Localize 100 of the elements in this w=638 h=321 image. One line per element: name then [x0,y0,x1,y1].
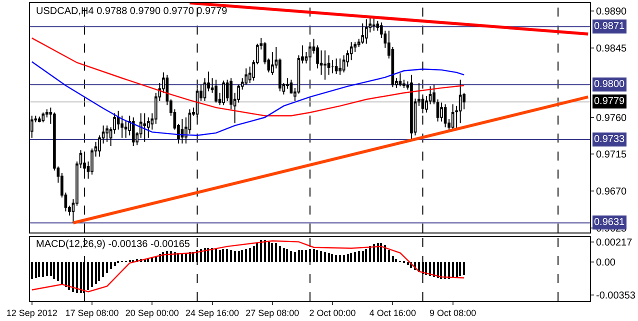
bar [452,262,454,278]
bar [298,250,300,262]
bar [392,256,394,262]
candlestick [364,18,368,44]
bar [256,243,258,262]
candlestick [361,22,364,44]
line-series [31,61,465,136]
bar [87,262,89,290]
x-tick-label: 20 Sep 00:00 [125,308,179,318]
bar [354,252,356,262]
bar [80,262,82,294]
bar [373,244,375,262]
y-tick-label: -0.00353 [596,290,636,302]
ref-line-label: 0.9779 [594,96,626,107]
bar [347,254,349,262]
bar [222,249,224,262]
bar [50,262,52,276]
bar [166,251,168,262]
bar [343,255,345,262]
bar [328,253,330,262]
line-series [31,240,465,292]
ref-line-label: 0.9871 [594,21,626,32]
candlestick [334,58,338,75]
bar [384,245,386,262]
bar [65,262,67,288]
y-tick-label: 0.9760 [596,112,628,124]
bar [211,248,213,262]
bar [241,250,243,262]
bar [456,262,458,278]
x-tick-label: 24 Sep 16:00 [186,308,240,318]
bar [95,262,97,284]
candlestick [451,104,454,130]
candlestick [132,116,135,147]
bar [377,243,379,262]
bar [260,240,262,262]
bar [38,262,40,278]
bar [350,253,352,262]
bar [440,262,442,280]
bar [53,262,55,280]
candlestick [106,125,108,142]
bar [335,255,337,262]
bar [395,259,397,262]
bar [331,254,333,262]
bar [294,252,296,262]
bar [388,250,390,262]
bar [459,262,461,276]
x-tick-label: 9 Oct 08:00 [430,308,476,318]
bar [106,262,108,274]
bar [290,251,292,262]
bar [437,262,439,278]
bar [324,252,326,262]
candlestick [42,112,45,123]
y-tick-label: 0.00 [596,258,616,269]
bar [316,250,318,262]
bar [264,240,266,262]
candlestick [410,74,413,140]
bar [283,248,285,262]
candlestick [444,104,447,128]
bar [114,262,116,266]
ref-line-label: 0.9733 [594,134,626,145]
bar [339,255,341,262]
bar [369,246,371,262]
bar [279,246,281,262]
candlestick [214,79,218,104]
bar [448,262,450,280]
bar [234,251,236,262]
bar [286,249,288,262]
bar [313,249,315,262]
y-tick-label: 0.9845 [596,43,628,54]
x-tick-label: 2 Oct 00:00 [309,308,356,318]
bar [358,251,360,262]
bar [57,262,59,282]
bar [245,249,247,262]
candlestick [338,58,342,76]
bar [110,262,112,270]
y-tick-label: 0.9715 [596,150,628,161]
bar [301,250,303,262]
candlestick [271,51,274,76]
bar [174,252,176,262]
candlestick [222,80,225,106]
x-tick-label: 27 Sep 08:00 [246,308,300,318]
candlestick [180,118,184,144]
bar [365,249,367,262]
bar [362,251,364,262]
bar [61,262,63,284]
y-tick-label: 0.9670 [596,186,628,198]
candlestick [143,112,146,142]
bar [271,243,273,262]
candlestick [324,50,326,80]
bar [68,262,70,290]
y-tick-label: 0.00217 [596,238,633,249]
bar [407,262,409,266]
candlestick [38,116,41,123]
ref-line-label: 0.9800 [594,79,626,90]
bar [444,262,446,280]
bar [253,246,255,262]
bar [230,250,232,262]
bar [463,262,465,276]
bar [102,262,104,278]
x-tick-label: 12 Sep 2012 [6,308,58,318]
